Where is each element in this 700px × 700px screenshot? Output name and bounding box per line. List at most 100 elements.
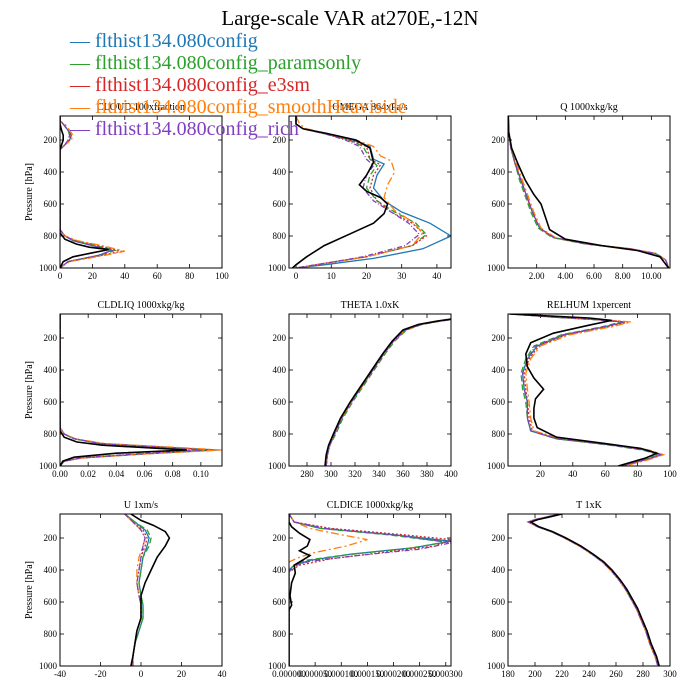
x-tick-label: 40: [432, 271, 442, 281]
y-tick-label: 1000: [268, 461, 287, 471]
series-line: [526, 514, 659, 666]
chart-panel: OMEGA 864xPa/s 200 400 600 800 1000 0 10 20 30 40: [268, 102, 452, 281]
x-tick-label: 80: [633, 469, 643, 479]
legend-swatch: —: [70, 118, 95, 140]
legend-item: — flthist134.080config_smoothHeaviside: [70, 96, 407, 118]
x-tick-label: 0.06: [137, 469, 153, 479]
x-tick-label: 60: [153, 271, 163, 281]
series-line: [60, 314, 201, 466]
y-tick-label: 1000: [39, 461, 58, 471]
y-axis-label: Pressure [hPa]: [24, 361, 35, 419]
series-line: [526, 514, 659, 666]
x-tick-label: 40: [568, 469, 578, 479]
y-tick-label: 800: [492, 429, 506, 439]
x-tick-label: 0.02: [80, 469, 96, 479]
series-line-black: [60, 116, 109, 268]
plot-frame: [59, 313, 223, 467]
y-tick-label: 800: [273, 429, 287, 439]
series-line-black: [60, 314, 187, 466]
x-tick-label: 6.00: [586, 271, 602, 281]
series-line-black: [324, 318, 451, 466]
series-line: [325, 318, 451, 466]
series-line: [325, 318, 451, 466]
series-line-black: [508, 116, 670, 268]
y-tick-label: 600: [273, 597, 287, 607]
series-line: [289, 514, 368, 666]
panel-title: CLOUD 100xfraction: [97, 102, 185, 113]
x-tick-label: 60: [601, 469, 611, 479]
x-tick-label: 0: [294, 271, 299, 281]
x-tick-label: -20: [95, 669, 107, 679]
y-tick-label: 600: [273, 397, 287, 407]
y-tick-label: 200: [273, 533, 287, 543]
legend-label: flthist134.080config_e3sm: [95, 74, 310, 96]
x-tick-label: 0.000050: [298, 669, 332, 679]
series-line-black: [130, 514, 171, 666]
y-tick-label: 400: [44, 365, 58, 375]
series-line: [289, 514, 451, 666]
legend-item: — flthist134.080config: [70, 30, 407, 52]
panel-title: T 1xK: [576, 500, 602, 511]
y-tick-label: 1000: [39, 661, 58, 671]
x-tick-label: 180: [501, 669, 515, 679]
panel-title: OMEGA 864xPa/s: [332, 102, 407, 113]
plot-frame: [507, 313, 671, 467]
series-line: [325, 318, 451, 466]
legend-label: flthist134.080config: [95, 30, 258, 52]
y-tick-label: 800: [44, 429, 58, 439]
x-tick-label: -40: [54, 669, 66, 679]
x-tick-label: 240: [582, 669, 596, 679]
panel-title: U 1xm/s: [124, 500, 158, 511]
panel-title: CLDICE 1000xkg/kg: [327, 500, 413, 511]
figure-title: Large-scale VAR at270E,-12N: [221, 6, 479, 30]
x-tick-label: 260: [609, 669, 623, 679]
y-tick-label: 600: [44, 397, 58, 407]
y-tick-label: 400: [44, 565, 58, 575]
y-tick-label: 200: [273, 333, 287, 343]
y-tick-label: 600: [44, 597, 58, 607]
y-tick-label: 600: [492, 597, 506, 607]
legend: — flthist134.080config — flthist134.080c…: [70, 30, 407, 140]
series-line: [289, 514, 451, 666]
x-tick-label: 380: [420, 469, 434, 479]
series-line-black: [291, 116, 389, 268]
panel-title: Q 1000xkg/kg: [560, 102, 618, 113]
x-tick-label: 300: [324, 469, 338, 479]
chart-panel: CLDICE 1000xkg/kg 200 400 600 800 10000.00000…: [268, 500, 463, 679]
y-tick-label: 200: [492, 533, 506, 543]
series-line: [124, 514, 150, 666]
legend-label: flthist134.080config_smoothHeaviside: [95, 96, 407, 118]
series-line: [511, 314, 664, 466]
x-tick-label: 300: [663, 669, 677, 679]
y-tick-label: 1000: [268, 263, 287, 273]
series-line: [511, 314, 663, 466]
y-tick-label: 800: [492, 231, 506, 241]
x-tick-label: 0.000150: [351, 669, 385, 679]
x-tick-label: 2.00: [529, 271, 545, 281]
chart-panel: RELHUM 1xpercent 200 400 600 800 1000 20 40 60 80…: [487, 300, 677, 479]
series-line: [526, 514, 659, 666]
x-tick-label: 4.00: [557, 271, 573, 281]
legend-swatch: —: [70, 74, 95, 96]
legend-label: flthist134.080config_rich: [95, 118, 299, 140]
series-line: [511, 314, 666, 466]
plot-frame: [507, 513, 671, 667]
legend-item: — flthist134.080config_rich: [70, 118, 407, 140]
y-tick-label: 800: [273, 629, 287, 639]
x-tick-label: 200: [528, 669, 542, 679]
y-axis-label: Pressure [hPa]: [24, 561, 35, 619]
x-tick-label: 400: [444, 469, 458, 479]
x-tick-label: 280: [300, 469, 314, 479]
x-tick-label: 0.10: [193, 469, 209, 479]
plot-frame: [59, 115, 223, 269]
panel-title: RELHUM 1xpercent: [547, 300, 631, 311]
series-line-black: [529, 514, 660, 666]
x-tick-label: 220: [555, 669, 569, 679]
y-tick-label: 1000: [487, 661, 506, 671]
chart-panel: THETA 1.0xK 200 400 600 800 1000 280 300 320 340 3…: [268, 300, 458, 479]
x-tick-label: 0: [58, 271, 63, 281]
y-tick-label: 800: [44, 629, 58, 639]
legend-swatch: —: [70, 96, 95, 118]
y-tick-label: 200: [492, 135, 506, 145]
